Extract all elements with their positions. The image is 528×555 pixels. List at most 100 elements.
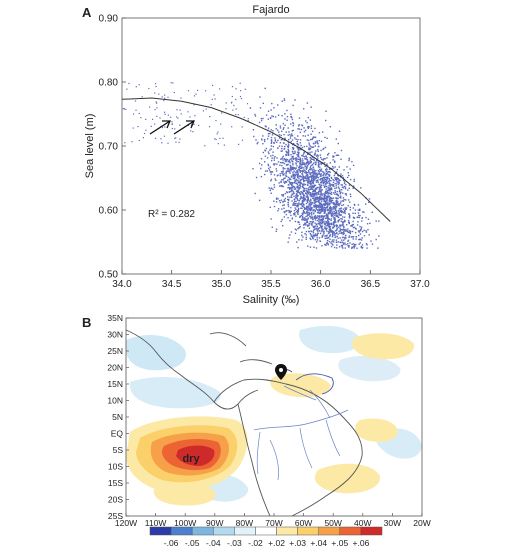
scatter-point bbox=[303, 206, 305, 208]
scatter-point bbox=[348, 174, 350, 177]
scatter-point bbox=[292, 142, 295, 145]
scatter-point bbox=[310, 157, 312, 160]
scatter-point bbox=[328, 203, 331, 206]
scatter-point bbox=[292, 203, 295, 205]
scatter-point bbox=[339, 227, 341, 229]
scatter-point bbox=[317, 223, 320, 225]
scatter-point bbox=[263, 138, 266, 141]
colorbar-label: +.05 bbox=[331, 538, 348, 548]
scatter-point bbox=[285, 153, 287, 156]
scatter-point bbox=[220, 123, 222, 125]
scatter-point bbox=[309, 221, 311, 223]
scatter-point bbox=[325, 201, 327, 203]
scatter-point bbox=[314, 178, 316, 180]
scatter-point bbox=[329, 174, 331, 176]
scatter-point bbox=[300, 175, 302, 178]
scatter-point bbox=[273, 200, 275, 202]
scatter-point bbox=[308, 186, 310, 189]
scatter-point bbox=[315, 197, 317, 200]
scatter-point bbox=[283, 216, 286, 218]
scatter-point bbox=[306, 195, 308, 197]
scatter-point bbox=[297, 174, 299, 176]
scatter-point bbox=[363, 229, 365, 232]
colorbar-label: -.02 bbox=[248, 538, 263, 548]
scatter-point bbox=[299, 216, 301, 219]
scatter-point bbox=[305, 221, 308, 224]
scatter-point bbox=[297, 205, 299, 208]
scatter-point bbox=[317, 232, 319, 235]
scatter-point bbox=[338, 230, 340, 233]
scatter-point bbox=[266, 157, 269, 159]
scatter-point bbox=[190, 130, 192, 132]
scatter-point bbox=[320, 216, 323, 218]
anomaly-patch bbox=[129, 377, 222, 409]
scatter-point bbox=[329, 210, 331, 212]
scatter-point bbox=[292, 204, 294, 206]
scatter-point bbox=[323, 162, 326, 164]
scatter-point bbox=[319, 199, 321, 201]
scatter-point bbox=[306, 213, 309, 215]
scatter-point bbox=[308, 171, 310, 173]
scatter-point bbox=[305, 168, 308, 170]
scatter-point bbox=[299, 158, 301, 161]
scatter-point bbox=[321, 210, 324, 212]
scatter-point bbox=[310, 188, 313, 190]
scatter-point bbox=[308, 176, 311, 178]
scatter-point bbox=[313, 194, 316, 197]
scatter-point bbox=[138, 139, 140, 142]
scatter-point bbox=[143, 132, 146, 135]
scatter-point bbox=[322, 159, 324, 161]
scatter-point bbox=[348, 244, 350, 247]
scatter-point bbox=[323, 208, 325, 210]
scatter-point bbox=[281, 147, 283, 150]
scatter-point bbox=[292, 121, 294, 124]
scatter-point bbox=[301, 124, 304, 127]
scatter-point bbox=[314, 210, 317, 212]
scatter-point bbox=[313, 143, 315, 145]
scatter-point bbox=[289, 219, 291, 222]
scatter-point bbox=[308, 142, 310, 144]
scatter-point bbox=[304, 171, 306, 174]
scatter-point bbox=[298, 181, 301, 184]
scatter-point bbox=[310, 207, 313, 210]
scatter-point bbox=[324, 168, 327, 171]
scatter-point bbox=[299, 187, 301, 189]
scatter-point bbox=[297, 195, 299, 197]
scatter-point bbox=[303, 200, 305, 202]
scatter-point bbox=[288, 237, 290, 239]
scatter-point bbox=[320, 227, 323, 229]
scatter-point bbox=[344, 237, 346, 239]
scatter-point bbox=[170, 82, 172, 84]
scatter-point bbox=[304, 135, 307, 137]
scatter-point bbox=[337, 186, 340, 188]
scatter-point bbox=[282, 171, 284, 173]
scatter-point bbox=[282, 161, 284, 164]
scatter-point bbox=[356, 224, 359, 226]
scatter-point bbox=[326, 225, 328, 227]
scatter-point bbox=[310, 206, 313, 209]
scatter-point bbox=[275, 168, 277, 170]
scatter-point bbox=[303, 223, 306, 226]
scatter-point bbox=[280, 199, 283, 201]
scatter-point bbox=[309, 192, 312, 194]
scatter-point bbox=[333, 221, 335, 223]
scatter-point bbox=[325, 192, 327, 194]
scatter-point bbox=[325, 180, 328, 182]
scatter-point bbox=[326, 213, 328, 215]
scatter-point bbox=[299, 162, 301, 164]
scatter-point bbox=[340, 214, 343, 216]
scatter-point bbox=[314, 201, 316, 203]
scatter-point bbox=[328, 213, 330, 215]
scatter-point bbox=[265, 114, 268, 116]
scatter-point bbox=[315, 155, 318, 157]
scatter-point bbox=[307, 182, 309, 184]
scatter-point bbox=[347, 219, 350, 222]
scatter-point bbox=[213, 94, 215, 96]
scatter-point bbox=[335, 178, 337, 181]
scatter-point bbox=[303, 176, 305, 178]
scatter-point bbox=[285, 213, 288, 216]
scatter-point bbox=[232, 109, 234, 111]
lon-tick-label: 70W bbox=[265, 518, 282, 528]
scatter-point bbox=[269, 149, 271, 151]
